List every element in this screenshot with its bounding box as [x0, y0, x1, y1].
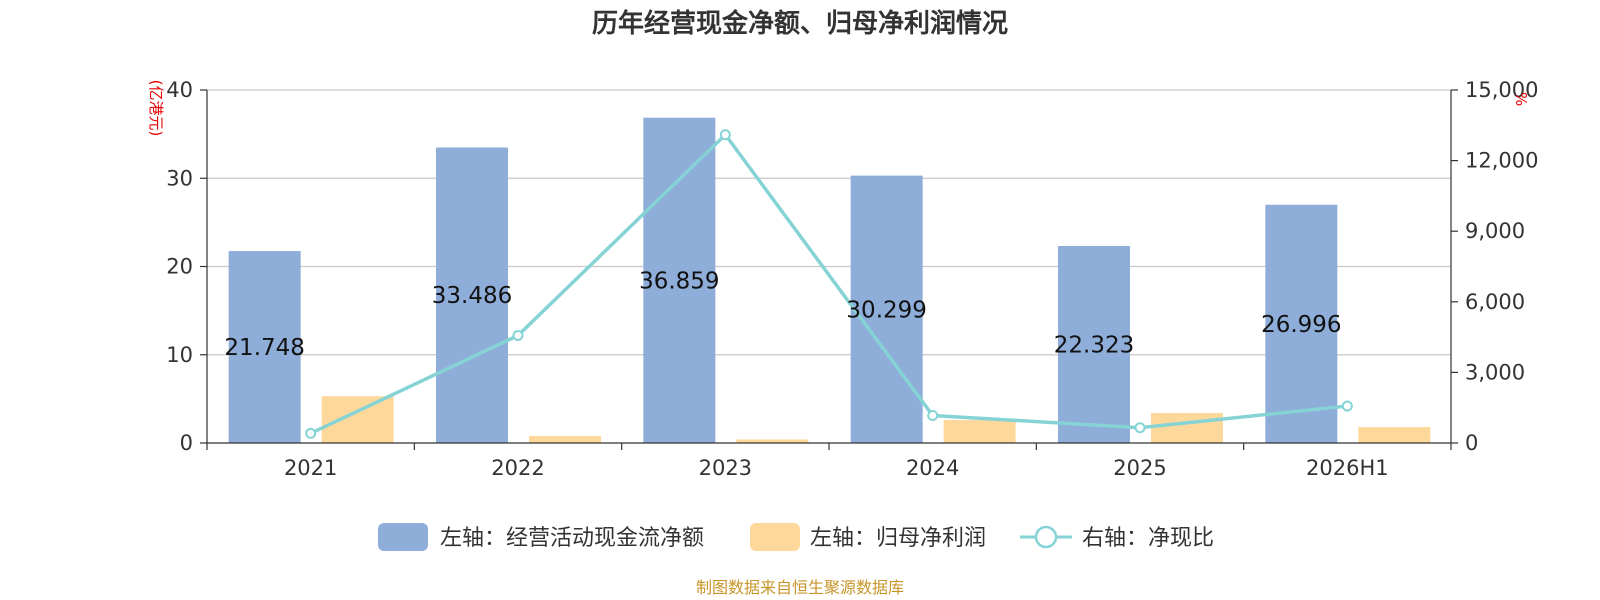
bar-net-profit [1358, 427, 1431, 443]
data-labels: 21.748 33.486 36.859 30.299 22.323 26.996 [224, 268, 1341, 361]
bar-operating-cash-flow [1265, 204, 1338, 443]
net-cash-ratio-point [1341, 400, 1353, 412]
legend-label-operating-cash-flow: 左轴：经营活动现金流净额 [440, 526, 704, 551]
legend: 左轴：经营活动现金流净额 左轴：归母净利润 右轴：净现比 [378, 523, 1214, 551]
bar-net-profit [943, 420, 1016, 443]
source-note: 制图数据来自恒生聚源数据库 [696, 578, 904, 597]
right-axis-unit: % [1512, 92, 1530, 106]
bar-net-profit [1151, 412, 1223, 443]
right-axis-tick-label: 3,000 [1465, 360, 1525, 384]
bar-operating-cash-flow [228, 251, 301, 443]
right-axis-tick-label: 15,000 [1465, 78, 1538, 102]
x-axis-tick-label: 2023 [699, 456, 752, 480]
right-axis-tick-label: 6,000 [1465, 290, 1525, 314]
net-cash-ratio-point [512, 329, 524, 341]
right-axis-tick-label: 9,000 [1465, 219, 1525, 243]
x-axis-tick-label: 2025 [1113, 456, 1166, 480]
x-axis-tick-label: 2026H1 [1306, 456, 1389, 480]
gridlines [207, 89, 1451, 356]
bar-operating-cash-flow [436, 147, 508, 443]
line-series [305, 129, 1353, 439]
x-axis-tick-label: 2021 [284, 456, 337, 480]
legend-swatch-operating-cash-flow [378, 523, 428, 551]
bar-value-label: 22.323 [1054, 332, 1134, 358]
left-axis-tick-label: 20 [166, 255, 193, 279]
legend-swatch-net-profit [750, 523, 800, 551]
left-axis-tick-label: 0 [180, 431, 193, 455]
left-axis-tick-label: 40 [166, 78, 193, 102]
bar-operating-cash-flow [850, 175, 923, 443]
right-axis-tick-label: 12,000 [1465, 149, 1538, 173]
net-cash-ratio-point [719, 129, 731, 141]
bar-net-profit [321, 396, 394, 443]
chart-title: 历年经营现金净额、归母净利润情况 [592, 8, 1008, 39]
x-axis-tick-label: 2024 [906, 456, 959, 480]
left-axis-tick-label: 30 [166, 166, 193, 190]
bar-value-label: 33.486 [432, 283, 512, 309]
bar-operating-cash-flow [643, 117, 716, 443]
bar-net-profit [529, 435, 601, 443]
legend-label-net-profit: 左轴：归母净利润 [810, 526, 986, 551]
bar-value-label: 26.996 [1261, 312, 1341, 338]
net-cash-ratio-point [927, 409, 939, 421]
left-axis-tick-label: 10 [166, 343, 193, 367]
axes: 0 10 20 30 40 0 3,000 6,000 9,000 12,000 15,000 202… [166, 78, 1538, 480]
x-axis-tick-label: 2022 [491, 456, 544, 480]
net-cash-ratio-point [305, 427, 317, 439]
bar-operating-cash-flow [1058, 245, 1130, 443]
legend-swatch-net-cash-ratio-marker [1034, 525, 1058, 549]
net-cash-ratio-point [1134, 422, 1146, 434]
bars [228, 117, 1431, 443]
net-cash-ratio-line [309, 132, 1348, 435]
bar-value-label: 30.299 [846, 297, 926, 323]
left-axis-unit: (亿港元) [147, 80, 165, 137]
legend-label-net-cash-ratio: 右轴：净现比 [1082, 526, 1214, 551]
bar-value-label: 36.859 [639, 268, 719, 294]
bar-net-profit [736, 439, 809, 443]
bar-value-label: 21.748 [224, 335, 304, 361]
right-axis-tick-label: 0 [1465, 431, 1478, 455]
